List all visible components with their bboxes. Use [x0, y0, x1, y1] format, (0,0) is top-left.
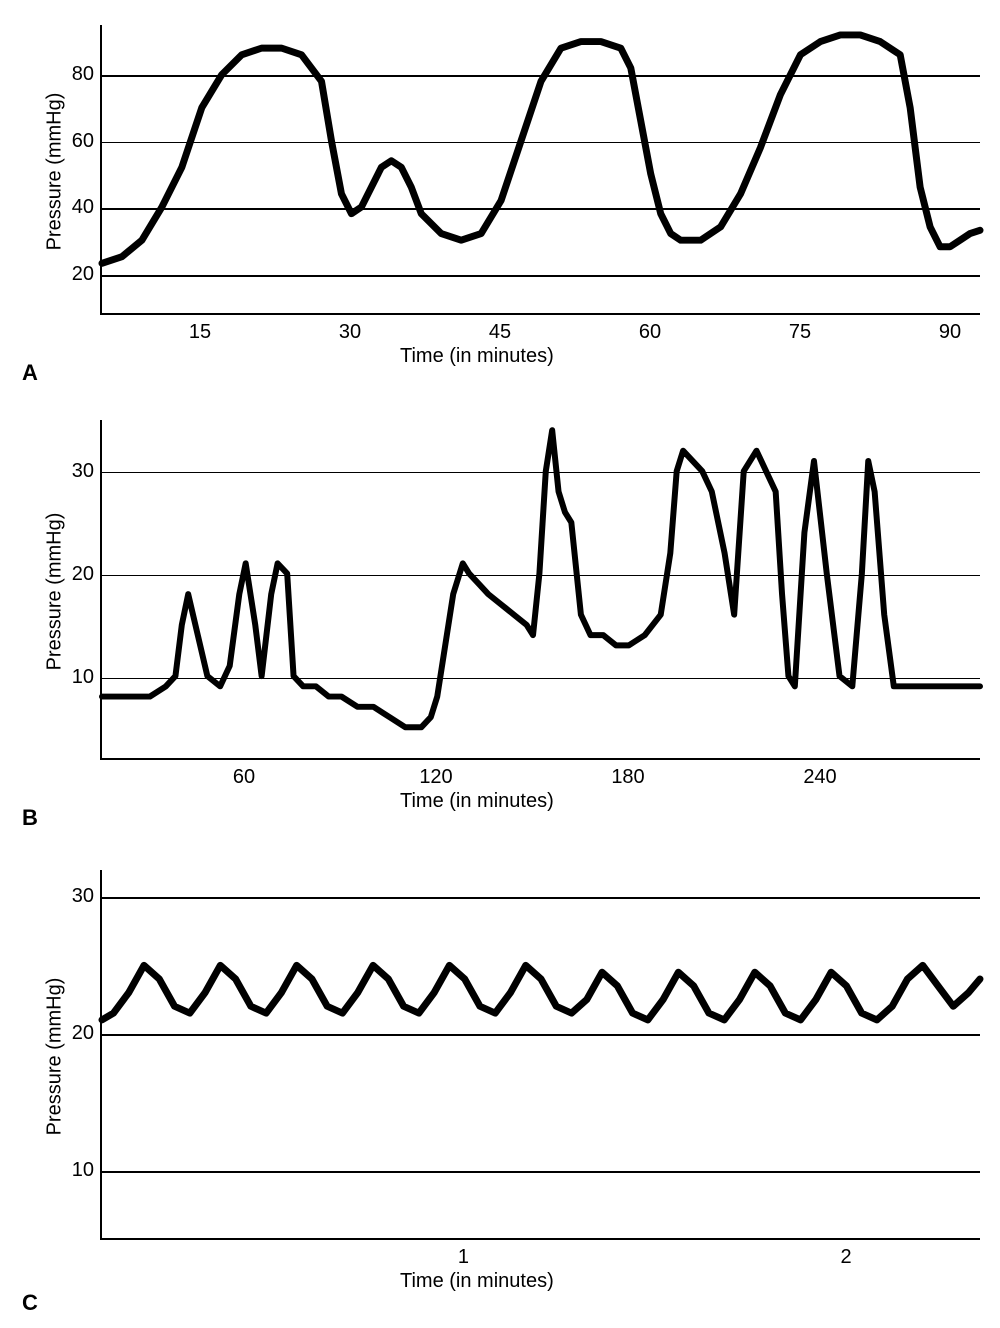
ytick: 60 [54, 130, 94, 153]
gridline [102, 142, 980, 144]
ytick: 10 [54, 666, 94, 689]
ytick: 40 [54, 196, 94, 219]
gridline [102, 678, 980, 680]
gridline [102, 75, 980, 77]
trace-path [102, 430, 980, 727]
xtick: 30 [330, 321, 370, 344]
gridline [102, 472, 980, 474]
xtick: 240 [800, 766, 840, 789]
ytick: 30 [54, 885, 94, 908]
panel-c-ylabel: Pressure (mmHg) [44, 957, 67, 1157]
trace-path [102, 35, 980, 263]
ytick: 20 [54, 263, 94, 286]
panel-b: Pressure (mmHg) Time (in minutes) 10 20 30… [0, 400, 1000, 820]
xtick: 15 [180, 321, 220, 344]
panel-b-xlabel: Time (in minutes) [400, 790, 554, 813]
panel-a-ylabel: Pressure (mmHg) [44, 72, 67, 272]
gridline [102, 1034, 980, 1036]
panel-c-trace [102, 870, 980, 1238]
xtick: 60 [630, 321, 670, 344]
ytick: 10 [54, 1159, 94, 1182]
xtick: 45 [480, 321, 520, 344]
gridline [102, 208, 980, 210]
xtick: 75 [780, 321, 820, 344]
gridline [102, 275, 980, 277]
panel-c-label: C [22, 1290, 38, 1316]
gridline [102, 1171, 980, 1173]
ytick: 80 [54, 63, 94, 86]
xtick: 60 [224, 766, 264, 789]
ytick: 20 [54, 563, 94, 586]
xtick: 120 [416, 766, 456, 789]
gridline [102, 575, 980, 577]
panel-a-label: A [22, 360, 38, 386]
xtick: 90 [930, 321, 970, 344]
panel-c-xlabel: Time (in minutes) [400, 1270, 554, 1293]
panel-a: Pressure (mmHg) Time (in minutes) 20 40 60… [0, 10, 1000, 370]
panel-b-plot [100, 420, 980, 760]
trace-path [102, 965, 980, 1020]
panel-a-trace [102, 25, 980, 313]
panel-c-plot [100, 870, 980, 1240]
panel-c: Pressure (mmHg) Time (in minutes) 10 20 30… [0, 850, 1000, 1290]
xtick: 180 [608, 766, 648, 789]
panel-b-label: B [22, 805, 38, 831]
panel-b-ylabel: Pressure (mmHg) [44, 492, 67, 692]
ytick: 20 [54, 1022, 94, 1045]
xtick: 2 [826, 1246, 866, 1269]
xtick: 1 [443, 1246, 483, 1269]
panel-a-plot [100, 25, 980, 315]
gridline [102, 897, 980, 899]
panel-a-xlabel: Time (in minutes) [400, 345, 554, 368]
ytick: 30 [54, 460, 94, 483]
